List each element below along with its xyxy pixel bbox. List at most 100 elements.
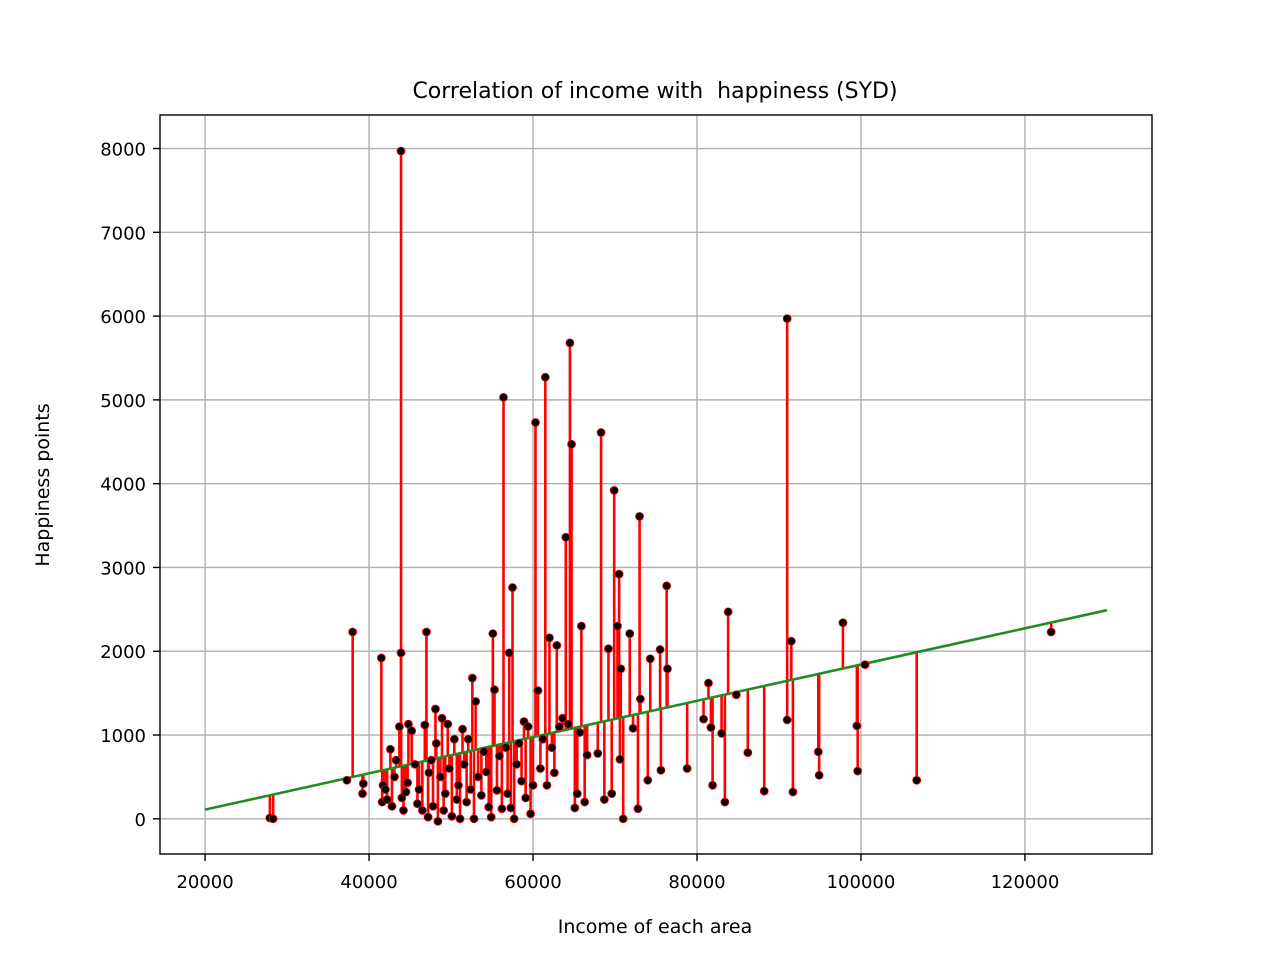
data-point	[570, 803, 580, 813]
data-point	[387, 801, 397, 811]
data-point	[547, 743, 557, 752]
data-point	[376, 653, 386, 663]
x-tick-label: 60000	[504, 872, 561, 893]
data-point	[466, 785, 476, 794]
data-point	[699, 714, 708, 724]
data-point	[481, 767, 491, 777]
data-point	[526, 809, 535, 819]
data-point	[593, 749, 603, 758]
data-point	[479, 747, 489, 757]
data-point	[838, 618, 848, 628]
data-point	[488, 629, 498, 639]
data-point	[467, 673, 477, 683]
data-point	[437, 713, 447, 723]
data-points	[265, 146, 1056, 826]
data-point	[342, 775, 352, 785]
data-point	[582, 750, 592, 760]
data-point	[540, 372, 550, 382]
data-point	[786, 636, 796, 646]
fit-line	[204, 608, 1108, 811]
data-point	[417, 806, 427, 815]
data-point	[423, 812, 433, 822]
data-point	[731, 690, 741, 700]
data-point	[401, 787, 411, 797]
data-point	[615, 754, 625, 764]
data-point	[486, 812, 496, 822]
y-tick-label: 6000	[100, 307, 146, 328]
data-point	[422, 627, 431, 637]
fit-line-group	[204, 608, 1108, 811]
data-point	[704, 678, 713, 688]
data-point	[788, 787, 798, 797]
data-point	[633, 804, 643, 814]
data-point	[476, 790, 486, 800]
data-point	[549, 768, 559, 778]
data-point	[463, 734, 473, 744]
data-point	[656, 765, 666, 775]
data-point	[860, 660, 870, 670]
data-point	[912, 775, 922, 785]
data-point	[663, 664, 672, 674]
data-point	[508, 583, 517, 592]
y-axis-ticks: 0 1000 2000 3000 4000 5000 6000 7000 8000	[100, 140, 160, 831]
y-tick-label: 1000	[100, 726, 146, 747]
y-tick-label: 0	[135, 810, 146, 831]
data-point	[636, 694, 645, 704]
data-point	[645, 654, 655, 664]
data-point	[759, 786, 769, 796]
data-point	[391, 755, 401, 765]
data-point	[413, 799, 422, 809]
data-point	[618, 814, 628, 824]
data-point	[431, 704, 440, 714]
data-point	[452, 795, 462, 804]
data-point	[469, 814, 479, 824]
data-point	[814, 770, 824, 780]
data-point	[517, 776, 526, 786]
data-point	[490, 685, 499, 695]
data-point	[348, 627, 358, 637]
x-tick-label: 100000	[827, 872, 896, 893]
data-point	[492, 785, 502, 795]
data-point	[708, 780, 717, 790]
x-tick-label: 20000	[176, 872, 233, 893]
data-point	[533, 686, 543, 696]
data-point	[682, 764, 692, 773]
x-axis-label: Income of each area	[558, 916, 753, 938]
residual-lines	[268, 151, 1053, 822]
data-point	[580, 797, 590, 807]
data-point	[424, 768, 434, 778]
data-point	[563, 719, 573, 729]
data-point	[720, 797, 730, 807]
data-point	[538, 734, 548, 744]
data-point	[643, 775, 653, 785]
y-tick-label: 3000	[100, 558, 146, 579]
y-tick-label: 5000	[100, 391, 146, 412]
data-point	[561, 532, 571, 542]
chart-title: Correlation of income with happiness (SY…	[412, 79, 897, 104]
data-point	[394, 722, 404, 732]
data-point	[390, 772, 399, 782]
y-tick-label: 8000	[100, 140, 146, 161]
data-point	[471, 697, 481, 706]
x-axis-ticks: 20000 40000 60000 80000 100000 120000	[176, 854, 1059, 893]
data-point	[358, 789, 367, 799]
data-point	[497, 804, 507, 814]
data-point	[458, 724, 467, 734]
data-point	[445, 764, 454, 773]
data-point	[440, 789, 450, 799]
y-tick-label: 7000	[100, 223, 146, 244]
data-point	[514, 739, 524, 748]
data-point	[567, 439, 576, 449]
data-point	[662, 581, 672, 591]
data-point	[504, 648, 514, 658]
data-point	[552, 640, 562, 650]
data-point	[454, 780, 463, 790]
data-point	[717, 728, 726, 738]
data-point	[635, 511, 645, 521]
data-point	[536, 764, 545, 773]
data-point	[459, 759, 469, 769]
data-point	[399, 806, 408, 815]
data-point	[503, 789, 513, 799]
data-point	[852, 721, 862, 731]
data-point	[575, 728, 585, 737]
